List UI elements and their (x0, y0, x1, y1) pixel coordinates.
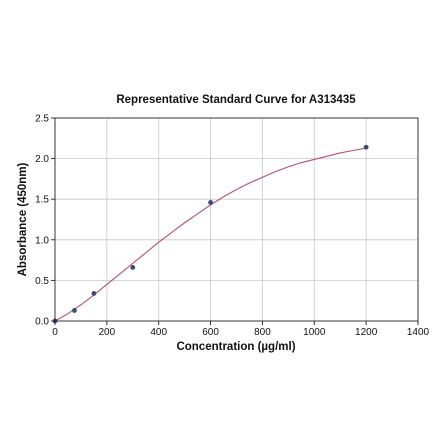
data-point (91, 290, 97, 296)
data-point (72, 308, 77, 313)
x-axis-label: Concentration (µg/ml) (176, 341, 295, 353)
x-tick-label: 0 (52, 327, 58, 338)
x-tick-label: 1000 (303, 327, 326, 338)
chart-title: Representative Standard Curve for A31343… (116, 94, 356, 106)
y-tick-label: 0.0 (35, 317, 49, 328)
y-tick-label: 2.0 (35, 154, 49, 165)
data-point (130, 265, 136, 270)
data-point (208, 200, 213, 205)
y-axis-label: Absorbance (450nm) (17, 162, 29, 276)
y-tick-label: 1.5 (35, 195, 49, 206)
axis-ticks-layer: 0 200 400 600 800 1000 1200 1400 0.0 0.5 1.0 1.5 2.0… (35, 114, 429, 339)
x-tick-label: 600 (202, 327, 219, 338)
x-tick-label: 400 (150, 327, 167, 338)
fit-curve-layer (54, 147, 367, 322)
y-tick-label: 0.5 (35, 276, 49, 287)
x-tick-label: 800 (254, 327, 271, 338)
data-point (363, 144, 369, 150)
y-tick-label: 1.0 (35, 235, 49, 246)
fit-curve-line (54, 147, 367, 322)
x-tick-label: 1400 (407, 327, 430, 338)
y-tick-label: 2.5 (35, 114, 49, 125)
x-tick-label: 1200 (355, 327, 378, 338)
plot-area-frame (54, 117, 419, 322)
x-tick-label: 200 (99, 327, 116, 338)
grid-layer (55, 118, 418, 321)
